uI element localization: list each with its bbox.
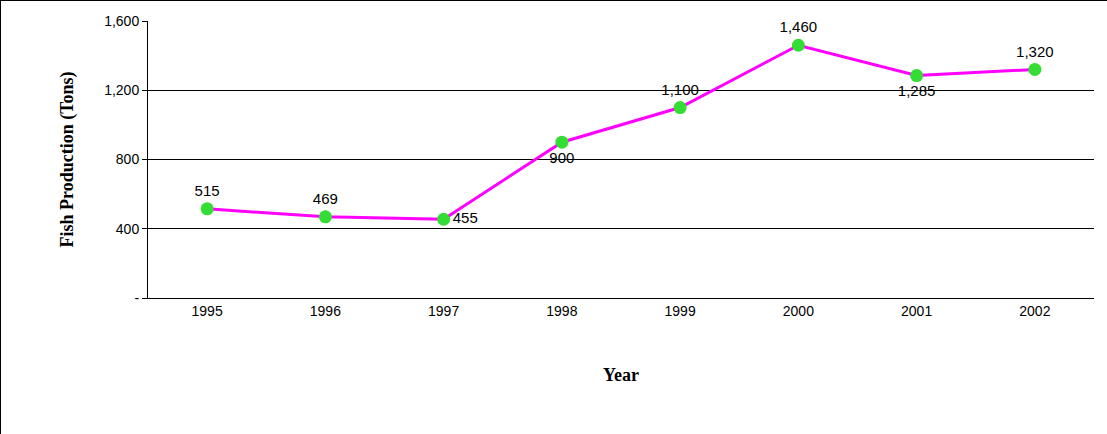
svg-text:1998: 1998: [546, 303, 577, 319]
svg-text:Year: Year: [603, 365, 639, 385]
svg-text:1,460: 1,460: [780, 18, 818, 35]
svg-text:2001: 2001: [901, 303, 932, 319]
svg-text:1,200: 1,200: [104, 82, 139, 98]
svg-text:1,285: 1,285: [898, 82, 936, 99]
svg-text:400: 400: [116, 221, 140, 237]
svg-text:-: -: [135, 290, 140, 306]
svg-text:2002: 2002: [1019, 303, 1050, 319]
svg-text:1,320: 1,320: [1016, 43, 1054, 60]
svg-text:1999: 1999: [665, 303, 696, 319]
svg-text:Fish Production (Tons): Fish Production (Tons): [57, 71, 78, 247]
svg-text:469: 469: [313, 190, 338, 207]
svg-text:455: 455: [453, 209, 478, 226]
svg-text:1,600: 1,600: [104, 13, 139, 29]
svg-text:515: 515: [195, 182, 220, 199]
svg-text:900: 900: [549, 149, 574, 166]
svg-text:1996: 1996: [310, 303, 341, 319]
svg-text:800: 800: [116, 151, 140, 167]
svg-text:1995: 1995: [192, 303, 223, 319]
svg-text:2000: 2000: [783, 303, 814, 319]
svg-text:1,100: 1,100: [661, 81, 699, 98]
svg-text:1997: 1997: [428, 303, 459, 319]
